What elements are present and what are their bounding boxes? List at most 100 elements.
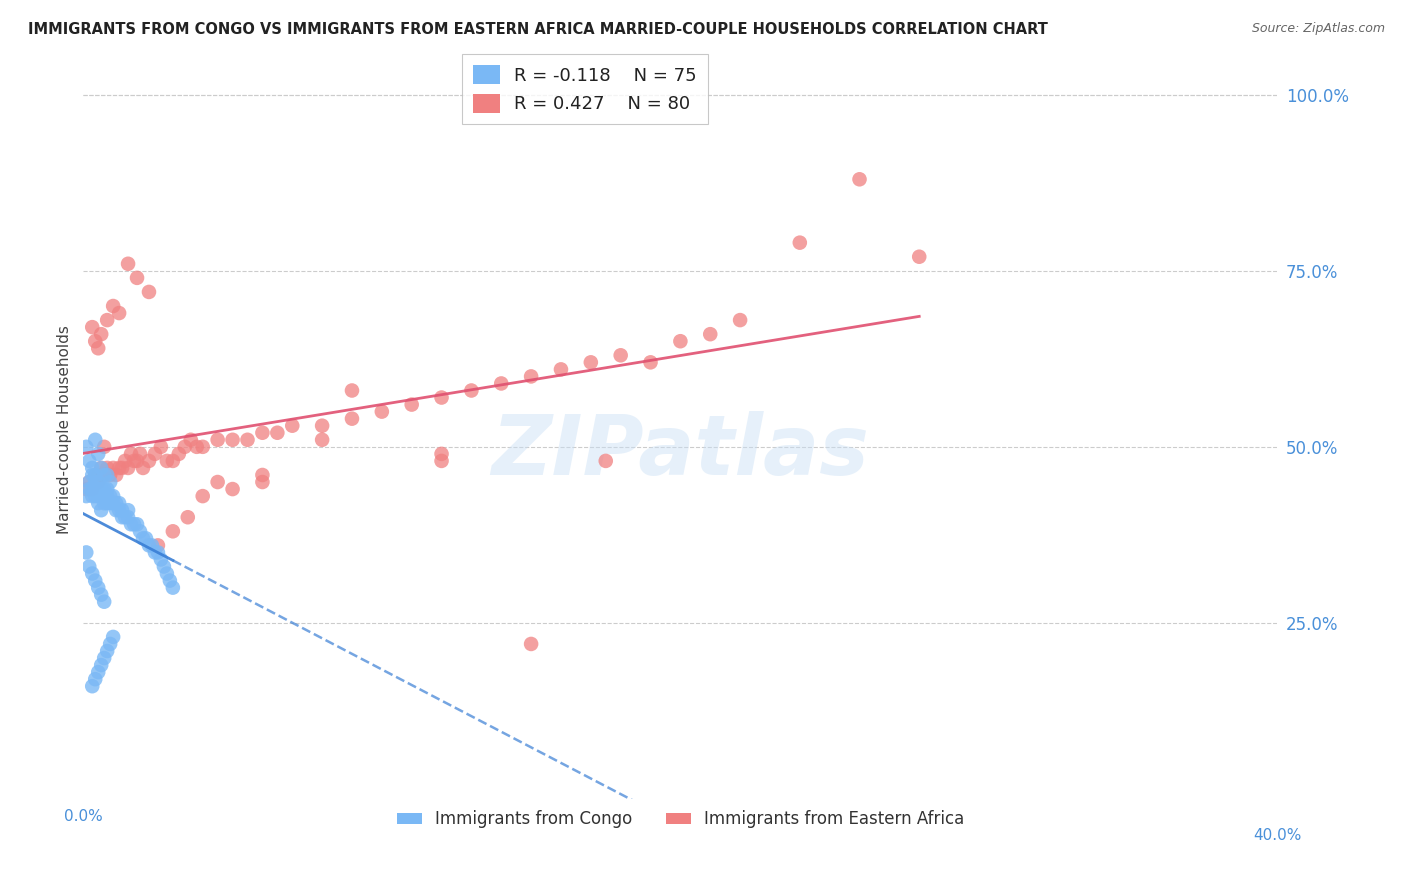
Text: IMMIGRANTS FROM CONGO VS IMMIGRANTS FROM EASTERN AFRICA MARRIED-COUPLE HOUSEHOLD: IMMIGRANTS FROM CONGO VS IMMIGRANTS FROM… [28, 22, 1047, 37]
Point [117, 503, 139, 517]
Point [129, 524, 152, 539]
Point [96, 644, 118, 658]
Point [129, 447, 152, 461]
Point [87, 341, 110, 355]
Point [180, 433, 202, 447]
Point [520, 637, 543, 651]
Point [908, 250, 931, 264]
Point [669, 334, 692, 349]
Point [82, 679, 104, 693]
Point [252, 475, 274, 489]
Point [138, 538, 160, 552]
Point [84, 489, 107, 503]
Point [82, 482, 104, 496]
Point [90, 461, 112, 475]
Point [90, 461, 112, 475]
Point [98, 496, 121, 510]
Point [82, 461, 104, 475]
Point [90, 658, 112, 673]
Point [789, 235, 811, 250]
Point [96, 467, 118, 482]
Point [114, 510, 136, 524]
Point [75, 440, 97, 454]
Point [595, 454, 617, 468]
Point [117, 510, 139, 524]
Point [143, 545, 166, 559]
Point [93, 482, 115, 496]
Point [177, 510, 200, 524]
Point [848, 172, 870, 186]
Point [579, 355, 602, 369]
Point [93, 595, 115, 609]
Point [149, 552, 172, 566]
Point [125, 517, 148, 532]
Point [340, 384, 363, 398]
Point [266, 425, 288, 440]
Point [191, 440, 214, 454]
Point [90, 588, 112, 602]
Point [93, 440, 115, 454]
Point [96, 496, 118, 510]
Point [311, 418, 333, 433]
Point [93, 467, 115, 482]
Point [114, 454, 136, 468]
Point [138, 454, 160, 468]
Point [156, 454, 179, 468]
Point [108, 306, 131, 320]
Point [77, 482, 100, 496]
Point [550, 362, 572, 376]
Point [108, 496, 131, 510]
Y-axis label: Married-couple Households: Married-couple Households [58, 325, 72, 533]
Point [162, 524, 184, 539]
Point [430, 447, 453, 461]
Point [120, 447, 142, 461]
Point [120, 517, 142, 532]
Point [728, 313, 751, 327]
Point [146, 538, 169, 552]
Point [96, 461, 118, 475]
Point [98, 489, 121, 503]
Point [98, 475, 121, 489]
Point [82, 467, 104, 482]
Point [122, 454, 145, 468]
Text: ZIPatlas: ZIPatlas [492, 411, 869, 491]
Point [105, 467, 128, 482]
Point [84, 433, 107, 447]
Point [143, 447, 166, 461]
Point [101, 461, 124, 475]
Point [84, 672, 107, 686]
Point [75, 489, 97, 503]
Point [84, 475, 107, 489]
Point [122, 517, 145, 532]
Text: 40.0%: 40.0% [1253, 829, 1302, 844]
Point [162, 454, 184, 468]
Point [93, 467, 115, 482]
Point [90, 503, 112, 517]
Point [167, 447, 190, 461]
Point [281, 418, 304, 433]
Point [90, 489, 112, 503]
Point [96, 313, 118, 327]
Point [101, 299, 124, 313]
Text: Source: ZipAtlas.com: Source: ZipAtlas.com [1251, 22, 1385, 36]
Point [125, 270, 148, 285]
Point [84, 467, 107, 482]
Point [460, 384, 482, 398]
Point [108, 503, 131, 517]
Point [173, 440, 195, 454]
Point [87, 475, 110, 489]
Point [699, 327, 721, 342]
Point [87, 496, 110, 510]
Point [84, 574, 107, 588]
Point [371, 404, 394, 418]
Point [520, 369, 543, 384]
Point [77, 475, 100, 489]
Point [93, 489, 115, 503]
Point [93, 496, 115, 510]
Point [430, 391, 453, 405]
Point [105, 496, 128, 510]
Point [87, 475, 110, 489]
Point [311, 433, 333, 447]
Point [138, 285, 160, 299]
Point [84, 467, 107, 482]
